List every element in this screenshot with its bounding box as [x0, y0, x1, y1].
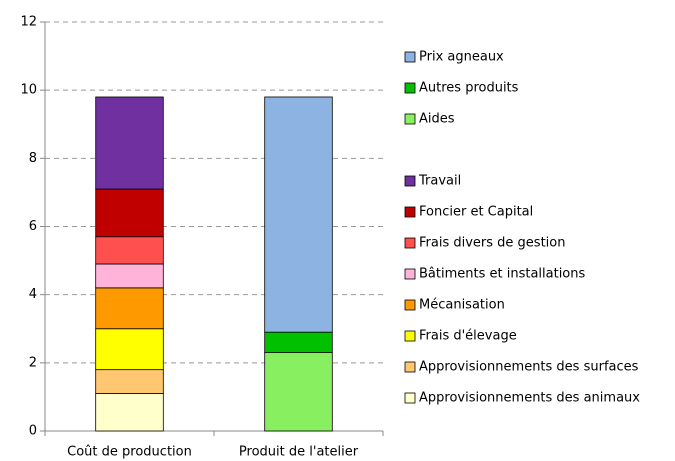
legend-swatch: [404, 237, 416, 249]
legend-swatch: [404, 82, 416, 94]
y-tick-label: 10: [20, 83, 37, 98]
legend-swatch: [404, 113, 416, 125]
legend-label: Autres produits: [419, 81, 519, 96]
bar-segment: [95, 328, 164, 371]
legend-swatch: [404, 206, 416, 218]
bar-segment: [95, 287, 164, 330]
bar-segment: [95, 393, 164, 432]
y-tick-label: 6: [29, 219, 37, 234]
y-tick-label: 8: [29, 151, 37, 166]
legend-label: Prix agneaux: [419, 50, 504, 65]
legend-label: Travail: [418, 174, 461, 189]
legend-swatch: [404, 51, 416, 63]
legend-label: Aides: [419, 112, 455, 127]
legend-swatch: [404, 175, 416, 187]
y-tick-label: 2: [29, 355, 37, 370]
bar-segment: [95, 369, 164, 394]
legend-label: Approvisionnements des surfaces: [419, 360, 639, 375]
bar-segment: [264, 352, 333, 432]
legend-swatch: [404, 361, 416, 373]
legend-label: Frais divers de gestion: [419, 236, 565, 251]
legend-swatch: [404, 299, 416, 311]
bar-segment: [95, 236, 164, 265]
bar-segment: [95, 263, 164, 289]
y-tick-label: 4: [29, 287, 37, 302]
bar-segment: [264, 331, 333, 354]
legend-label: Bâtiments et installations: [419, 267, 586, 282]
legend-label: Mécanisation: [419, 298, 505, 313]
legend-swatch: [404, 330, 416, 342]
legend-label: Frais d'élevage: [419, 329, 517, 344]
bar-segment: [264, 96, 333, 333]
legend-swatch: [404, 268, 416, 280]
y-tick-label: 12: [20, 15, 37, 30]
legend-label: Foncier et Capital: [419, 205, 533, 220]
bar-segment: [95, 188, 164, 238]
bar-segment: [95, 96, 164, 190]
legend-swatch: [404, 392, 416, 404]
y-tick-label: 0: [29, 424, 37, 439]
x-tick-label: Coût de production: [67, 445, 192, 460]
x-tick-label: Produit de l'atelier: [239, 445, 359, 460]
legend-label: Approvisionnements des animaux: [419, 391, 640, 406]
